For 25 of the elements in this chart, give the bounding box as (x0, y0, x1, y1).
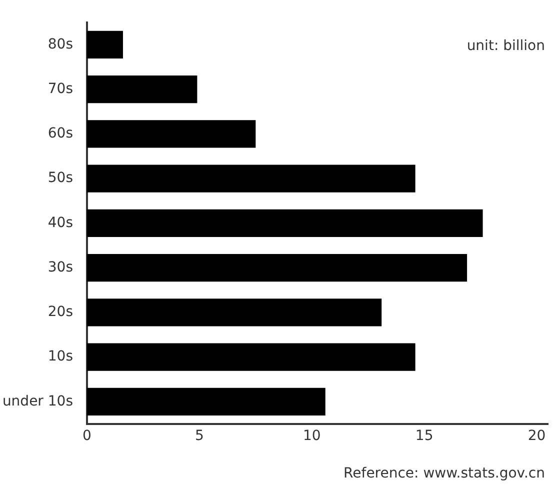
x-tick-label: 15 (415, 428, 434, 444)
text: Reference: www.stats.gov.cn (344, 466, 545, 482)
y-tick-label: 70s (48, 80, 73, 97)
y-tick-label: 80s (48, 36, 73, 52)
bar (87, 388, 326, 416)
x-tick-label: 5 (194, 428, 204, 444)
y-tick-label: 50s (48, 170, 73, 186)
y-tick-label: 10s (48, 348, 73, 365)
bar (87, 298, 382, 326)
y-tick-label: under 10s (2, 393, 73, 410)
y-tick-label: 30s (48, 259, 73, 276)
bar (87, 76, 198, 104)
y-tick-label: 40s (48, 214, 73, 231)
x-tick-label: 10 (302, 428, 321, 444)
annotation: unit: billion (466, 38, 545, 54)
bar (87, 343, 416, 371)
bar (87, 120, 256, 148)
bar (87, 209, 483, 238)
y-tick-label: 20s (48, 304, 73, 320)
x-tick-label: 20 (528, 428, 546, 444)
bar (87, 164, 416, 192)
x-tick-label: 0 (82, 428, 92, 444)
bar (87, 30, 123, 59)
bar (87, 254, 468, 282)
y-tick-label: 60s (48, 126, 73, 142)
